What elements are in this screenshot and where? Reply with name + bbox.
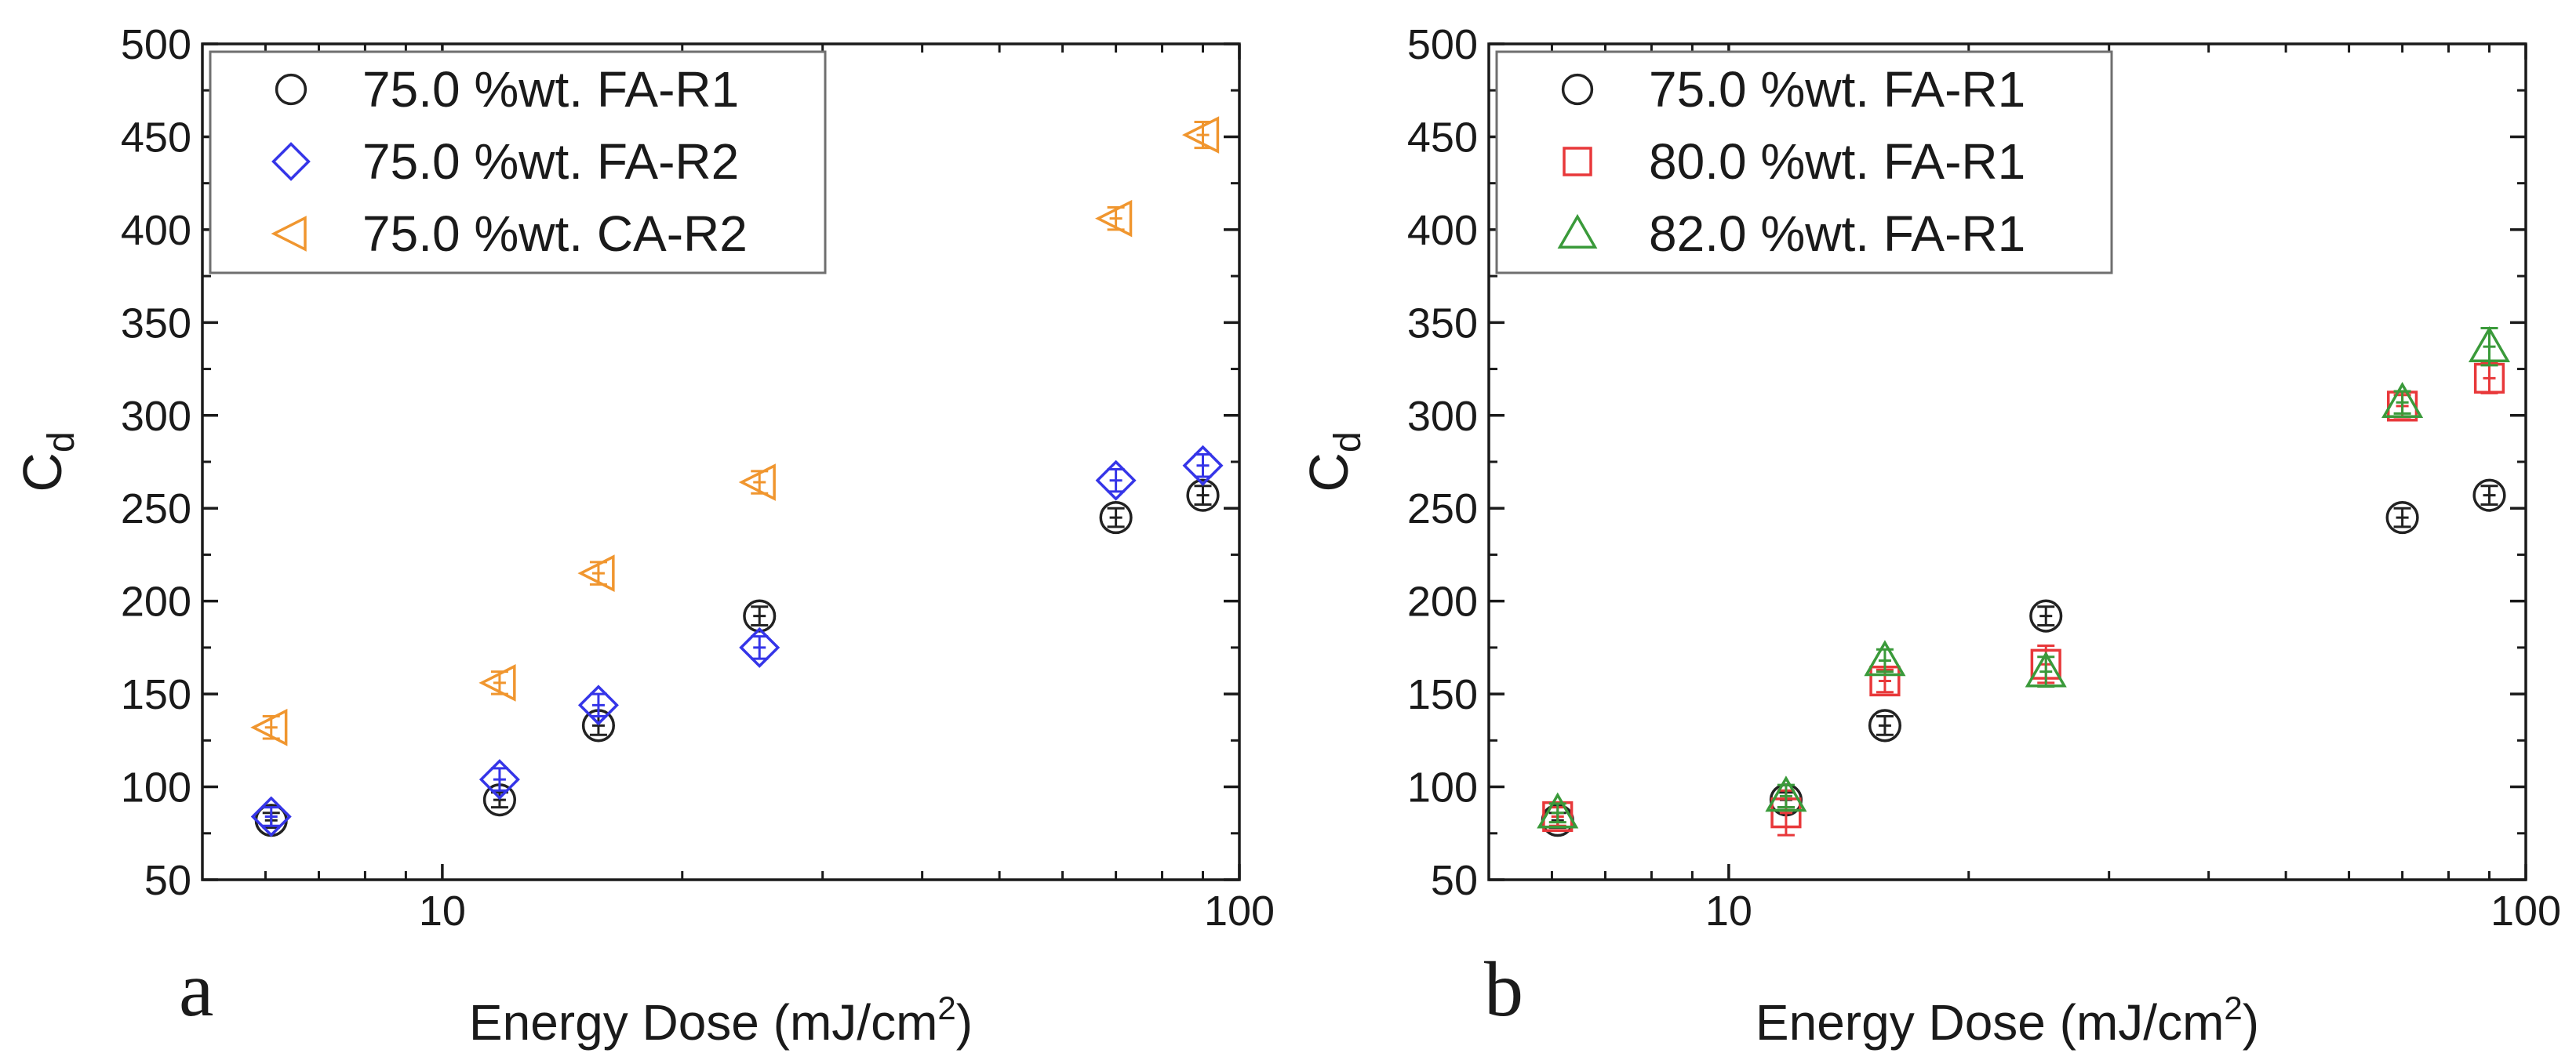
y-axis-label-a: Cd: [12, 431, 82, 492]
series-2: [250, 116, 1220, 746]
y-tick-label: 400: [1407, 207, 1478, 254]
axis-ticks-b: 50 100 150 200 250 300 350 400 450 500 10 100: [1407, 21, 2561, 935]
legend-symbol: [1561, 73, 1594, 106]
x-axis-label-superscript: 2: [937, 990, 955, 1026]
y-tick-label: 500: [121, 21, 191, 68]
y-tick-label: 100: [1407, 764, 1478, 812]
chart-panel-a: 50 100 150 200 250 300 350 400 450 500 10 100 Cd En…: [12, 21, 1275, 1051]
y-tick-label: 350: [121, 300, 191, 347]
data-point: [1095, 459, 1137, 501]
y-tick-label: 250: [1407, 485, 1478, 532]
data-point: [743, 599, 777, 633]
y-tick-label: 300: [121, 393, 191, 440]
y-tick-label: 450: [1407, 114, 1478, 161]
legend-box-a: [209, 50, 827, 274]
data-point: [2025, 651, 2067, 688]
legend-label: 75.0 %wt. FA-R2: [362, 133, 739, 190]
data-point: [1095, 199, 1133, 238]
legend-label: 75.0 %wt. FA-R1: [1649, 61, 2025, 118]
legend-box-b: [1495, 50, 2113, 274]
legend-label: 75.0 %wt. CA-R2: [362, 205, 748, 262]
y-tick-label: 200: [121, 579, 191, 626]
x-axis-label-superscript: 2: [2224, 990, 2242, 1026]
legend-symbol: [1563, 147, 1592, 176]
y-tick-label: 50: [144, 857, 191, 904]
legend-label: 80.0 %wt. FA-R1: [1649, 133, 2025, 190]
legend-entries-a: [271, 73, 311, 252]
data-point: [250, 708, 288, 746]
plot-marks-a: [250, 116, 1224, 837]
x-axis-label-b: Energy Dose (mJ/cm2): [1756, 990, 2259, 1051]
data-point: [250, 796, 292, 837]
x-axis-label-tail: ): [2243, 994, 2259, 1051]
data-point: [1182, 445, 1224, 486]
data-point: [577, 554, 615, 592]
y-tick-label: 250: [121, 485, 191, 532]
y-tick-label: 200: [1407, 579, 1478, 626]
data-point: [1868, 709, 1902, 743]
data-point: [2472, 478, 2506, 512]
series-2: [1537, 325, 2511, 829]
y-tick-label: 150: [1407, 671, 1478, 718]
axis-ticks-a: 50 100 150 200 250 300 350 400 450 500 10 100: [121, 21, 1275, 935]
y-tick-label: 50: [1431, 857, 1478, 904]
legend-label: 82.0 %wt. FA-R1: [1649, 205, 2025, 262]
data-point: [478, 759, 520, 801]
series-1: [250, 445, 1224, 837]
plot-marks-b: [1537, 325, 2511, 837]
legend-b: 75.0 %wt. FA-R1 80.0 %wt. FA-R1 82.0 %wt…: [1495, 50, 2113, 274]
panel-label-a: a: [179, 946, 213, 1033]
x-tick-label: 10: [1705, 888, 1752, 935]
data-point: [2381, 382, 2424, 419]
data-point: [577, 685, 619, 726]
legend-a: 75.0 %wt. FA-R1 75.0 %wt. FA-R2 75.0 %wt…: [209, 50, 827, 274]
data-point: [1864, 640, 1906, 677]
y-tick-label: 350: [1407, 300, 1478, 347]
legend-entries-b: [1557, 73, 1598, 249]
legend-symbol: [271, 142, 311, 181]
panel-label-b: b: [1484, 946, 1523, 1033]
legend-label: 75.0 %wt. FA-R1: [362, 61, 739, 118]
y-axis-label-subscript: d: [41, 431, 82, 452]
y-tick-label: 400: [121, 207, 191, 254]
legend-symbol: [275, 73, 307, 106]
data-point: [738, 463, 776, 501]
data-point: [1099, 500, 1133, 535]
x-axis-label-tail: ): [956, 994, 973, 1051]
legend-symbol: [1557, 213, 1598, 249]
chart-panel-b: 50 100 150 200 250 300 350 400 450 500 10 100 Cd En…: [1298, 21, 2561, 1051]
data-point: [2468, 325, 2511, 362]
x-axis-label-a: Energy Dose (mJ/cm2): [469, 990, 973, 1051]
y-tick-label: 450: [121, 114, 191, 161]
y-tick-label: 500: [1407, 21, 1478, 68]
data-point: [739, 626, 780, 668]
y-tick-label: 150: [121, 671, 191, 718]
data-point: [1537, 792, 1579, 829]
y-tick-label: 100: [121, 764, 191, 812]
x-tick-label: 100: [1204, 888, 1275, 935]
data-point: [1181, 116, 1220, 154]
y-tick-label: 300: [1407, 393, 1478, 440]
y-axis-label-b: Cd: [1298, 431, 1369, 492]
legend-symbol: [271, 216, 307, 252]
data-point: [1186, 478, 1220, 512]
x-tick-label: 100: [2490, 888, 2561, 935]
x-tick-label: 10: [419, 888, 466, 935]
data-point: [2385, 500, 2419, 535]
data-point: [478, 664, 516, 702]
data-point: [1765, 775, 1807, 812]
y-axis-label-subscript: d: [1327, 431, 1369, 452]
data-point: [2029, 599, 2063, 633]
